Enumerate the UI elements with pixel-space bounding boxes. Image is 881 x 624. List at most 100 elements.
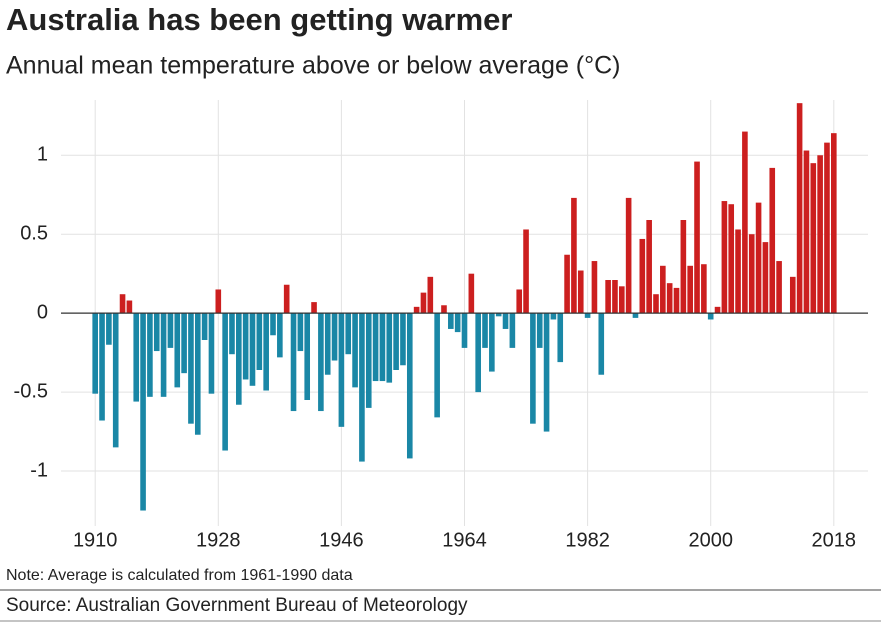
- bar: [242, 313, 249, 380]
- bar: [605, 280, 611, 314]
- y-tick-label: 0: [37, 301, 48, 323]
- bar: [236, 313, 242, 405]
- bar: [147, 313, 153, 397]
- bar: [523, 229, 529, 314]
- bar: [119, 294, 126, 314]
- bar: [530, 313, 536, 424]
- bar: [577, 270, 584, 314]
- bar: [680, 220, 687, 314]
- bar: [140, 313, 146, 511]
- bar: [174, 313, 181, 388]
- bar: [372, 313, 379, 382]
- layer: -1 -0.5 0 0.5 1 1910 1928 1946 1964 1982 2000 2018: [14, 144, 868, 551]
- bar: [536, 313, 543, 348]
- bar: [420, 292, 427, 314]
- bar: [707, 313, 714, 320]
- bar: [365, 313, 372, 408]
- bar: [406, 313, 413, 459]
- bar: [99, 313, 105, 421]
- bar: [126, 300, 133, 314]
- bar: [714, 306, 721, 314]
- source: Source: Australian Government Bureau of …: [6, 595, 468, 616]
- y-tick-label: 0.5: [20, 222, 48, 244]
- bar: [338, 313, 345, 427]
- bar: [188, 313, 194, 424]
- bar: [694, 161, 700, 314]
- bar: [92, 313, 98, 394]
- bar: [817, 155, 823, 314]
- bar: [304, 313, 311, 400]
- bar: [379, 313, 386, 382]
- bar: [824, 142, 830, 314]
- bar: [796, 103, 803, 314]
- bar: [256, 313, 263, 370]
- bar: [222, 313, 228, 451]
- bar: [277, 313, 283, 358]
- bar: [468, 273, 475, 314]
- bar: [612, 280, 618, 314]
- bar: [386, 313, 393, 383]
- bar: [208, 313, 215, 394]
- bar: [352, 313, 358, 388]
- bar: [311, 302, 317, 314]
- bar: [194, 313, 201, 435]
- bar: [475, 313, 481, 393]
- bar: [721, 201, 728, 314]
- bar: [331, 313, 338, 361]
- bar: [653, 294, 659, 314]
- bar: [639, 238, 646, 314]
- bar: [618, 286, 625, 314]
- bar: [393, 313, 399, 370]
- bar: [728, 204, 735, 314]
- bar: [400, 313, 406, 366]
- bar: [748, 234, 755, 314]
- bar: [803, 150, 810, 314]
- bar: [755, 202, 762, 314]
- bar: [660, 265, 666, 314]
- bar: [591, 261, 598, 314]
- bar: [441, 305, 447, 314]
- bar: [167, 313, 174, 348]
- y-tick-label: -1: [30, 459, 48, 481]
- bar: [448, 313, 454, 329]
- bar: [489, 313, 495, 372]
- bar: [564, 254, 570, 314]
- layer: [92, 103, 837, 511]
- bar: [673, 287, 680, 314]
- bar: [810, 163, 817, 314]
- x-tick-label: 2000: [688, 529, 733, 551]
- bar: [735, 229, 741, 314]
- chart-title: Australia has been getting warmer: [6, 2, 512, 37]
- bar: [249, 313, 256, 386]
- bar: [359, 313, 365, 462]
- bar: [482, 313, 488, 348]
- bar: [701, 264, 707, 314]
- bar: [776, 261, 782, 314]
- bar: [632, 313, 639, 318]
- bar: [584, 313, 591, 318]
- bar: [742, 131, 748, 314]
- y-tick-label: -0.5: [14, 380, 48, 402]
- bar: [543, 313, 550, 432]
- bar: [160, 313, 167, 397]
- bar: [557, 313, 564, 363]
- bar: [687, 265, 693, 314]
- bar: [345, 313, 352, 355]
- bar: [625, 197, 632, 314]
- bar: [201, 313, 208, 340]
- bar: [229, 313, 235, 355]
- bar: [263, 313, 269, 391]
- bar: [509, 313, 516, 348]
- bar: [646, 220, 652, 314]
- bar: [516, 289, 523, 314]
- bar: [495, 313, 502, 317]
- bar: [106, 313, 112, 345]
- bar: [571, 197, 577, 314]
- bar: [112, 313, 119, 448]
- x-tick-label: 2018: [812, 529, 857, 551]
- bar: [454, 313, 461, 333]
- bar: [598, 313, 605, 375]
- bar: [550, 313, 557, 320]
- bar: [762, 242, 769, 314]
- bar: [461, 313, 468, 348]
